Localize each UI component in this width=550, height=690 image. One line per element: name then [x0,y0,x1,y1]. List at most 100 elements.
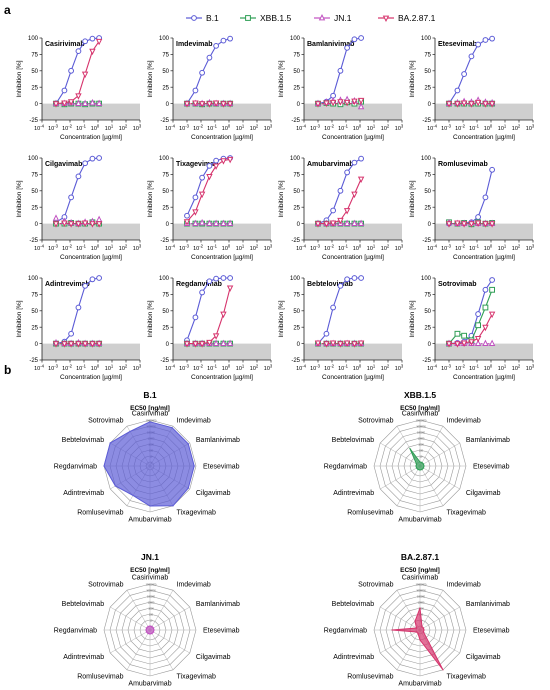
x-tick-label: 10-2 [324,124,335,133]
data-point [329,99,337,107]
x-tick-label: 101 [498,124,507,133]
x-tick-exponent: 1 [111,124,114,129]
x-tick-label: 10-2 [193,124,204,133]
y-tick-label: 25 [424,205,431,211]
y-tick-label: 50 [162,309,169,315]
series-ba-2-87-1 [52,38,103,108]
data-point [323,100,330,107]
x-tick-exponent: 3 [401,364,404,369]
x-tick-exponent: -1 [82,244,86,249]
x-tick-exponent: -1 [213,124,217,129]
radar-point [151,625,153,628]
data-point [75,99,82,106]
data-point [344,276,351,283]
legend-marker [318,13,326,21]
radar-spoke [419,590,444,631]
y-tick-label: 75 [293,53,300,59]
radar-ring-label: 1000 [418,444,424,447]
x-tick-label: 100 [353,244,362,253]
x-tick-exponent: -3 [447,244,451,249]
data-point [337,67,344,74]
x-tick-label: 101 [367,244,376,253]
y-axis-label: Inhibition [%] [147,60,154,97]
x-tick-exponent: 2 [125,244,128,249]
radar-ring-label: 100000 [147,596,156,599]
legend-label: B.1 [206,13,219,23]
radar-axis-label: Romlusevimab [347,509,393,516]
x-tick-label: 10-1 [76,364,87,373]
radar-axis-label: Amubarvimab [128,517,171,524]
y-tick-label: 25 [31,325,38,331]
x-tick-exponent: 2 [518,124,521,129]
x-tick-exponent: -3 [316,124,320,129]
x-tick-exponent: -4 [40,244,44,249]
x-tick-exponent: -2 [461,364,465,369]
data-point [198,218,206,226]
y-tick-label: 0 [297,102,301,108]
data-point [52,101,60,108]
chart-title: Adintrevimab [45,281,90,288]
data-point [61,220,68,227]
data-point [226,285,234,292]
radar-point [423,465,425,467]
x-tick-label: 100 [91,364,100,373]
x-tick-exponent: 3 [270,124,273,129]
x-axis-label: Concentration [µg/ml] [60,254,122,261]
y-tick-label: 25 [293,205,300,211]
data-point [52,341,60,348]
radar-axis-label: Romlusevimab [77,509,123,516]
y-tick-label: 50 [162,69,169,75]
radar-spoke [380,442,421,467]
data-point [489,286,496,293]
x-tick-exponent: 3 [532,244,535,249]
radar-point [149,505,151,507]
data-point [75,48,82,55]
series-ba-2-87-1 [52,341,103,348]
data-point [52,214,60,221]
chart-title: Imdevimab [176,41,213,48]
data-point [344,44,351,51]
legend-label: JN.1 [334,13,352,23]
data-point [75,93,82,100]
data-point [192,194,199,201]
x-tick-exponent: 2 [387,364,390,369]
radar-axis-label: Sotrovimab [358,582,394,589]
radar-point [172,505,174,507]
negative-region [42,343,140,360]
data-point [489,166,496,173]
data-point [192,314,199,321]
radar-ring-label: 10 [150,620,153,623]
x-tick-exponent: -3 [54,244,58,249]
x-axis-label: Concentration [µg/ml] [60,374,122,381]
x-tick-exponent: 1 [504,244,507,249]
radar-axis-label: Cilgavimab [466,654,501,661]
x-tick-exponent: -3 [447,364,451,369]
y-tick-label: 0 [428,102,432,108]
x-tick-exponent: 2 [518,364,521,369]
radar-point [193,465,195,467]
data-point [475,311,482,317]
radar-spoke [110,606,151,631]
y-tick-label: 25 [293,325,300,331]
data-point [81,220,89,227]
data-point [220,219,227,226]
data-point [75,341,82,348]
y-tick-label: -25 [160,118,169,124]
series-b-1 [446,166,496,227]
radar-spoke [126,629,151,670]
y-tick-label: 100 [28,156,39,162]
data-point [482,304,489,311]
x-tick-label: 103 [133,364,142,373]
panel-label-b: b [4,363,11,377]
x-tick-label: 10-3 [441,124,452,133]
y-tick-label: 75 [162,293,169,299]
radar-axis-label: Cilgavimab [466,490,501,497]
data-point [468,221,475,228]
radar-point [103,465,105,467]
radar-spoke [149,629,174,670]
x-tick-label: 100 [353,124,362,133]
x-tick-exponent: -1 [344,364,348,369]
series-ba-2-87-1 [52,220,103,228]
